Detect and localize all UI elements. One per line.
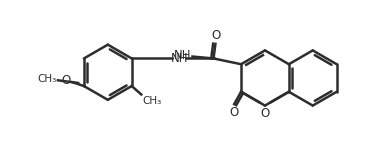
Text: O: O bbox=[230, 106, 239, 119]
Text: NH: NH bbox=[170, 52, 188, 65]
Text: NH: NH bbox=[173, 49, 191, 61]
Text: O: O bbox=[211, 29, 221, 42]
Text: O: O bbox=[62, 74, 71, 87]
Text: CH₃: CH₃ bbox=[142, 96, 161, 106]
Text: CH₃: CH₃ bbox=[37, 74, 56, 84]
Text: O: O bbox=[260, 107, 270, 120]
